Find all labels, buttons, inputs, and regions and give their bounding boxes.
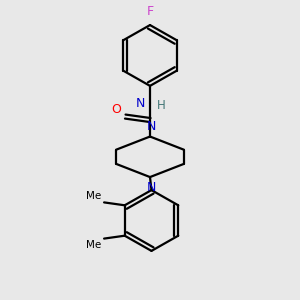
- Text: N: N: [135, 97, 145, 110]
- Text: N: N: [147, 120, 156, 133]
- Text: Me: Me: [86, 191, 102, 201]
- Text: O: O: [112, 103, 122, 116]
- Text: Me: Me: [86, 240, 102, 250]
- Text: H: H: [158, 99, 166, 112]
- Text: F: F: [146, 5, 154, 18]
- Text: N: N: [147, 181, 156, 194]
